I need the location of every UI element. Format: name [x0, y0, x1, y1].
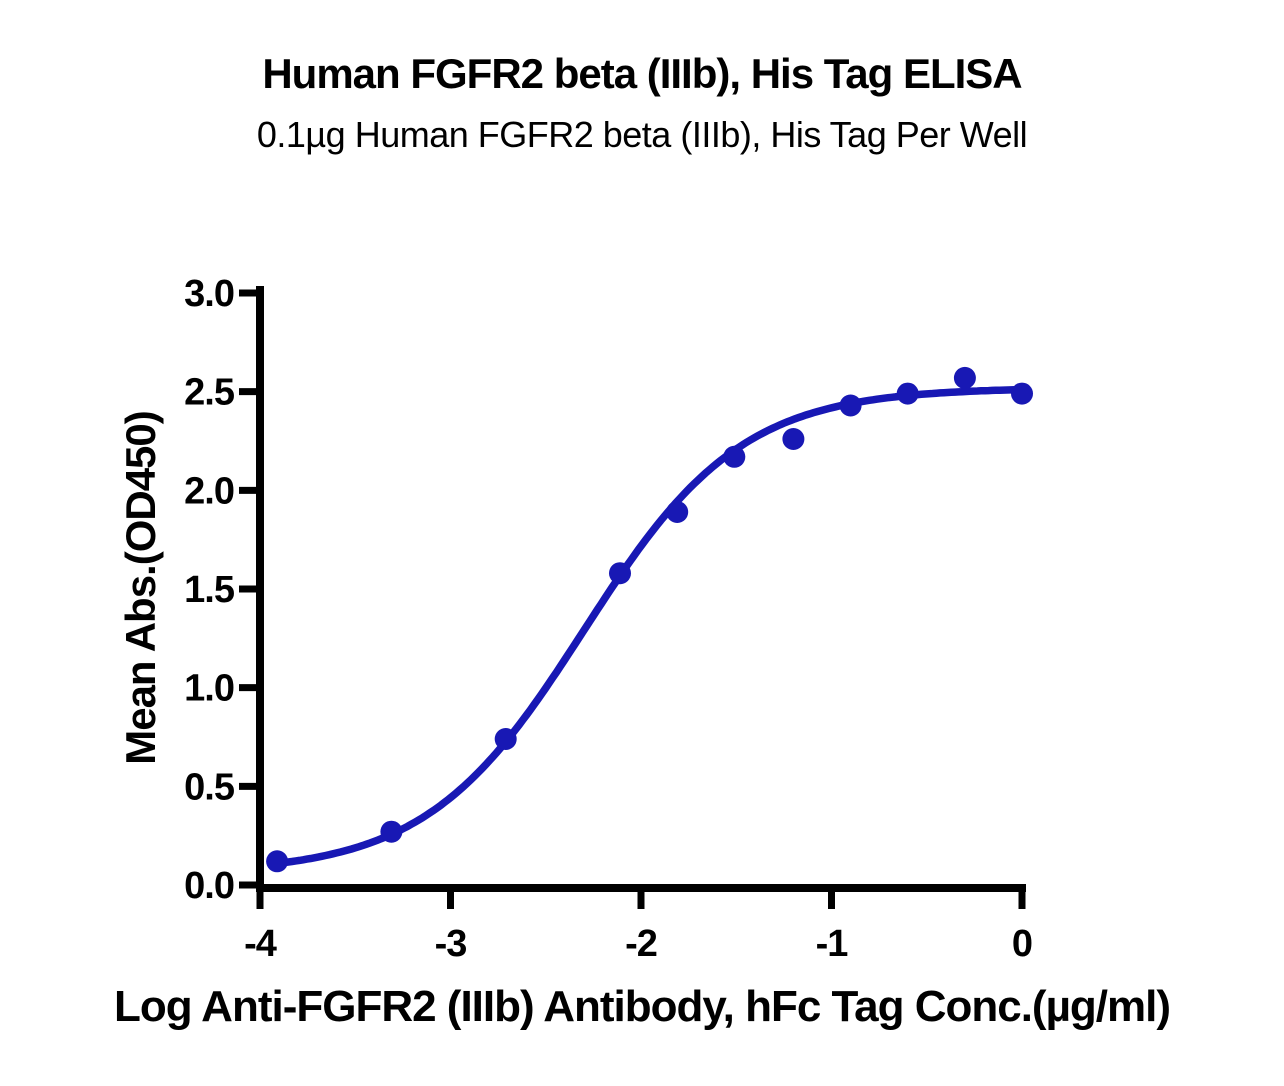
axis-spine	[256, 286, 1026, 892]
y-tick-label: 3.0	[184, 273, 234, 315]
y-tick-label: 1.0	[184, 668, 234, 710]
data-point	[839, 394, 862, 417]
y-tick-label: 0.0	[184, 865, 234, 907]
x-tick-label: -2	[625, 923, 657, 965]
data-point	[782, 428, 805, 450]
x-tick-label: -4	[244, 923, 277, 965]
x-tick-label: -3	[435, 923, 467, 965]
chart-title: Human FGFR2 beta (IIIb), His Tag ELISA	[262, 50, 1022, 97]
x-axis-label: Log Anti-FGFR2 (IIIb) Antibody, hFc Tag …	[113, 982, 1171, 1031]
data-point	[380, 820, 403, 843]
chart-subtitle: 0.1µg Human FGFR2 beta (IIIb), His Tag P…	[256, 114, 1028, 155]
data-point	[896, 382, 919, 405]
data-point	[723, 445, 746, 468]
data-point	[1011, 382, 1033, 405]
data-point	[494, 728, 517, 750]
y-tick-label: 2.5	[184, 372, 235, 414]
y-tick-label: 1.5	[184, 569, 235, 611]
y-axis-label: Mean Abs.(OD450)	[117, 411, 164, 765]
data-point	[609, 562, 631, 585]
data-point	[266, 850, 289, 873]
y-tick-label: 0.5	[184, 766, 235, 808]
y-tick-label: 2.0	[184, 470, 234, 512]
x-tick-label: 0	[1012, 923, 1032, 965]
data-point	[666, 501, 689, 523]
x-tick-label: -1	[816, 923, 849, 965]
data-point	[953, 366, 976, 389]
fit-curve	[273, 385, 1026, 868]
